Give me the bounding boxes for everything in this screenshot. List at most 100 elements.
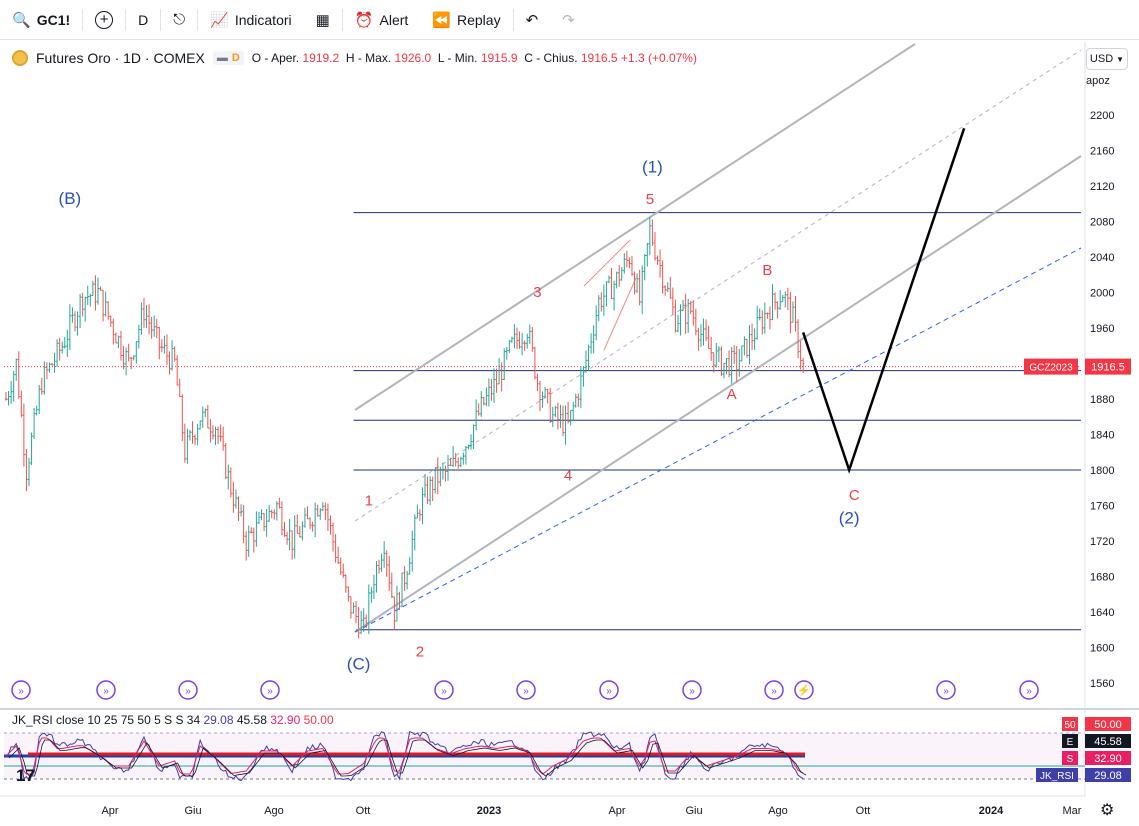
y-tick-label: 1760 xyxy=(1090,501,1114,513)
scale-mode-label[interactable]: apoz xyxy=(1086,75,1110,87)
rsi-tag-value-bg xyxy=(1085,734,1131,748)
event-arrow-icon: » xyxy=(523,686,529,697)
x-tick-label: Ago xyxy=(768,805,788,817)
settings-gear-icon[interactable]: ⚙ xyxy=(1100,802,1115,819)
redo-button[interactable]: ↷ xyxy=(550,0,587,40)
event-icon xyxy=(764,680,784,700)
wave-label: 4 xyxy=(564,468,572,485)
contract-tag-label: GCZ2023 xyxy=(1029,363,1073,374)
x-tick-label: Apr xyxy=(608,805,625,817)
y-tick-label: 1560 xyxy=(1090,678,1114,690)
rsi-tag-value: 50.00 xyxy=(1094,719,1122,731)
y-tick-label: 2080 xyxy=(1090,217,1114,229)
event-arrow-icon: » xyxy=(606,686,612,697)
toolbar-divider xyxy=(82,8,84,31)
rsi-tag-value: 32.90 xyxy=(1094,753,1122,765)
event-arrow-icon: » xyxy=(771,686,777,697)
toolbar-divider xyxy=(512,8,514,31)
low-value: 1915.9 xyxy=(480,51,518,65)
rsi-legend[interactable]: JK_RSI close 10 25 75 50 5 S S 34 29.08 … xyxy=(12,713,334,727)
rsi-tag-key-bg xyxy=(1036,768,1078,782)
layouts-button[interactable]: ▦ xyxy=(304,0,342,40)
wave-label: (2) xyxy=(839,508,860,527)
y-tick-label: 1720 xyxy=(1090,536,1114,548)
grid-layout-icon: ▦ xyxy=(315,11,330,29)
event-icon xyxy=(516,680,536,700)
x-tick-label: Ago xyxy=(264,805,284,817)
y-tick-label: 2200 xyxy=(1090,110,1114,122)
event-icon xyxy=(11,680,31,700)
rsi-tag-value: 45.58 xyxy=(1094,736,1122,748)
chart-type-button[interactable]: ⎋ xyxy=(161,0,197,40)
currency-label: USD xyxy=(1089,53,1114,65)
wave-label: (C) xyxy=(347,655,371,674)
event-arrow-icon: » xyxy=(689,686,695,697)
y-tick-label: 1680 xyxy=(1090,572,1114,584)
rsi-tag-value: 29.08 xyxy=(1094,770,1122,782)
x-tick-label: Giu xyxy=(685,805,702,817)
rsi-s-value: 32.90 xyxy=(270,713,301,727)
event-icon xyxy=(599,680,619,700)
rsi-level-value: 50.00 xyxy=(303,713,334,727)
elliott-projection-path xyxy=(801,127,966,474)
rsi-tag-key: E xyxy=(1067,737,1074,748)
x-tick-label: 2023 xyxy=(477,805,501,817)
wave-label: 1 xyxy=(365,493,373,510)
top-toolbar: 🔍 GC1! + D ⎋ 📈 Indicatori ▦ ⏰ Alert ⏪ Re… xyxy=(0,0,1139,40)
x-tick-label: Giu xyxy=(184,805,201,817)
event-arrow-icon: » xyxy=(185,686,191,697)
alert-button[interactable]: ⏰ Alert xyxy=(343,0,420,40)
event-arrow-icon: » xyxy=(103,686,109,697)
low-label: L - Min. xyxy=(437,51,478,65)
symbol-search-button[interactable]: 🔍 GC1! xyxy=(0,0,82,40)
event-arrow-icon: » xyxy=(441,686,447,697)
x-tick-label: Mar xyxy=(1063,805,1082,817)
event-icon xyxy=(260,680,280,700)
trend-support-line xyxy=(354,247,1082,633)
indicators-button[interactable]: 📈 Indicatori xyxy=(198,0,304,40)
open-label: O - Aper. xyxy=(251,51,300,65)
wedge-line xyxy=(583,239,631,287)
close-value: 1916.5 xyxy=(580,51,618,65)
contract-tag-bg xyxy=(1024,358,1078,375)
wave-label: 3 xyxy=(533,284,541,301)
ohlc-values: O - Aper. 1919.2 H - Max. 1926.0 L - Min… xyxy=(252,51,697,65)
y-tick-label: 2120 xyxy=(1090,181,1114,193)
last-price-tag-value: 1916.5 xyxy=(1091,362,1125,374)
x-tick-label: 2024 xyxy=(979,805,1004,817)
toolbar-divider xyxy=(160,8,162,31)
rsi-tag-value-bg xyxy=(1085,768,1131,782)
toolbar-divider xyxy=(125,8,127,31)
y-tick-label: 1600 xyxy=(1090,643,1114,655)
interval-button[interactable]: D xyxy=(126,0,160,40)
rsi-ema-line xyxy=(8,739,807,777)
compare-symbol-button[interactable]: + xyxy=(83,0,125,40)
event-icon xyxy=(794,680,814,700)
y-tick-label: 2040 xyxy=(1090,252,1114,264)
event-icon xyxy=(936,680,956,700)
change-value: +1.3 (+0.07%) xyxy=(620,51,697,65)
alert-label: Alert xyxy=(379,11,409,28)
indicators-icon: 📈 xyxy=(210,11,229,29)
currency-selector[interactable]: USD ▼ xyxy=(1086,48,1128,70)
high-label: H - Max. xyxy=(345,51,392,65)
alarm-clock-icon: ⏰ xyxy=(354,11,374,29)
x-tick-label: Ott xyxy=(356,805,371,817)
y-tick-label: 1640 xyxy=(1090,607,1114,619)
undo-icon: ↶ xyxy=(525,11,539,29)
toolbar-divider xyxy=(341,8,343,31)
badge-letter: D xyxy=(231,52,240,64)
indicators-label: Indicatori xyxy=(234,11,292,28)
undo-button[interactable]: ↶ xyxy=(514,0,551,40)
bars-chart-icon: ⎋ xyxy=(173,11,186,28)
rewind-icon: ⏪ xyxy=(432,11,451,29)
rsi-name: JK_RSI xyxy=(12,713,53,727)
y-tick-label: 1960 xyxy=(1090,323,1114,335)
y-tick-label: 2000 xyxy=(1090,288,1114,300)
plus-circle-icon: + xyxy=(95,10,114,29)
replay-button[interactable]: ⏪ Replay xyxy=(420,0,512,40)
symbol-legend[interactable]: Futures Oro · 1D · COMEX ▬ D O - Aper. 19… xyxy=(12,50,697,66)
open-value: 1919.2 xyxy=(302,51,340,65)
plot-background xyxy=(4,42,1085,707)
